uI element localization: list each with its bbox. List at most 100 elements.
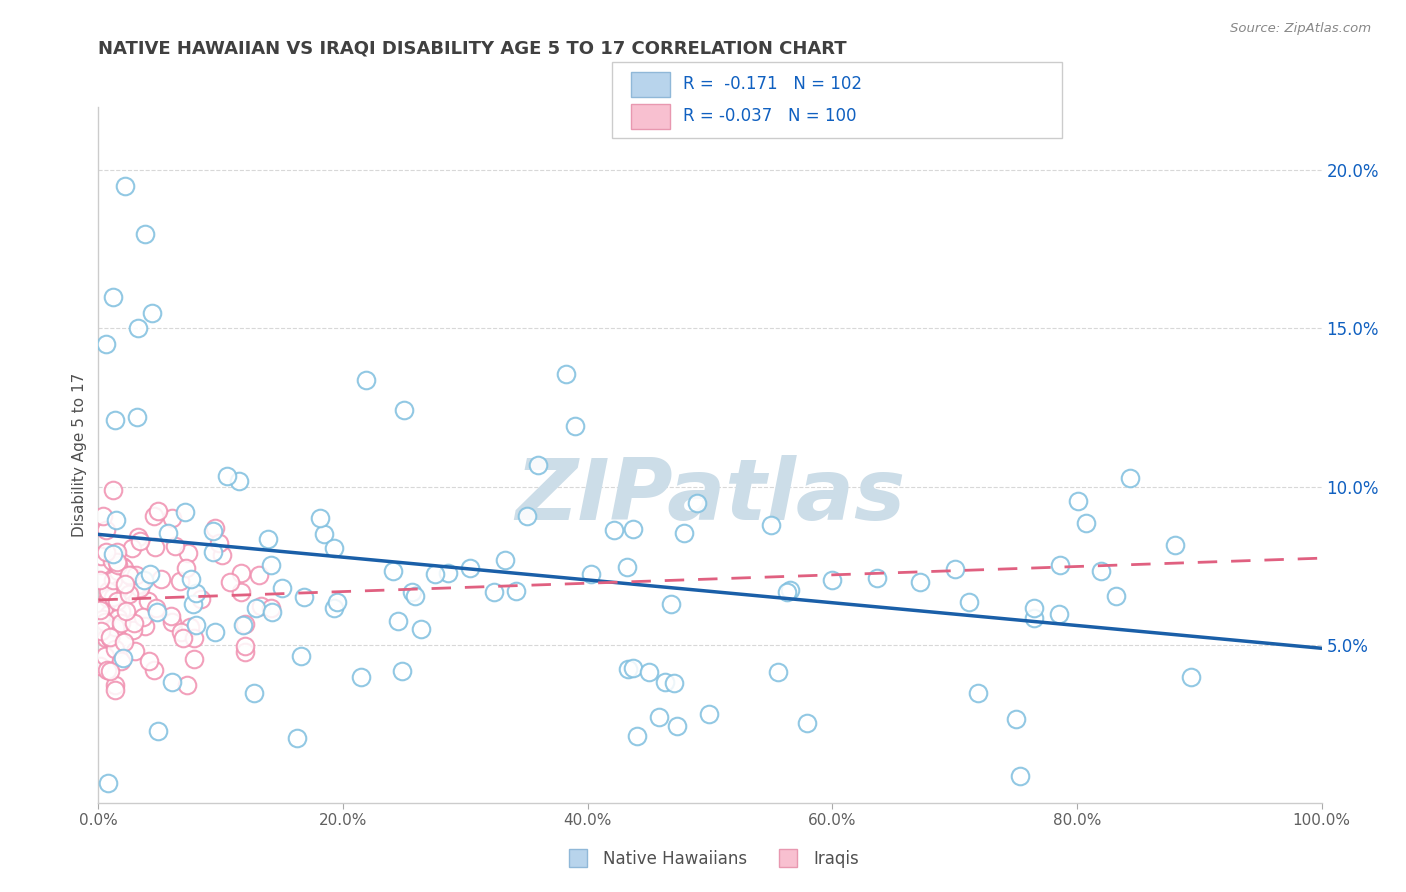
Point bbox=[132, 574, 155, 588]
Point bbox=[516, 508, 538, 523]
Point bbox=[101, 547, 124, 561]
Point bbox=[616, 560, 638, 574]
Point bbox=[181, 597, 204, 611]
Point bbox=[966, 685, 988, 699]
Point bbox=[143, 508, 166, 523]
Point bbox=[1008, 768, 1031, 782]
Point bbox=[179, 619, 201, 633]
Point bbox=[180, 572, 202, 586]
Point bbox=[260, 558, 283, 572]
Point bbox=[323, 541, 346, 556]
Point bbox=[94, 545, 117, 559]
Point bbox=[114, 179, 136, 194]
Point bbox=[110, 654, 132, 668]
Bar bbox=[631, 103, 669, 129]
Point bbox=[186, 618, 208, 632]
Point bbox=[115, 604, 138, 618]
Point bbox=[638, 665, 661, 680]
Point bbox=[312, 527, 335, 541]
Point bbox=[138, 654, 160, 668]
Point bbox=[118, 587, 141, 601]
Point bbox=[97, 584, 120, 599]
Point bbox=[564, 418, 586, 433]
Point bbox=[232, 618, 254, 632]
Point bbox=[228, 475, 250, 489]
Point bbox=[617, 662, 640, 676]
Point bbox=[141, 305, 163, 319]
Point bbox=[411, 622, 433, 636]
Point bbox=[190, 592, 212, 607]
Y-axis label: Disability Age 5 to 17: Disability Age 5 to 17 bbox=[72, 373, 87, 537]
Point bbox=[103, 413, 125, 427]
Point bbox=[111, 650, 134, 665]
Point bbox=[460, 561, 482, 575]
Point bbox=[796, 716, 818, 731]
Point bbox=[98, 665, 121, 679]
Point bbox=[93, 615, 115, 629]
Point bbox=[527, 458, 550, 473]
Point bbox=[1067, 494, 1090, 508]
Point bbox=[90, 624, 112, 638]
Point bbox=[172, 631, 194, 645]
Point bbox=[761, 518, 783, 533]
Point bbox=[505, 583, 527, 598]
Point bbox=[112, 635, 135, 649]
Point bbox=[96, 663, 118, 677]
Point bbox=[132, 610, 155, 624]
Point bbox=[134, 619, 156, 633]
Point bbox=[326, 595, 349, 609]
Point bbox=[94, 632, 117, 646]
Point bbox=[208, 535, 231, 549]
Text: R = -0.037   N = 100: R = -0.037 N = 100 bbox=[683, 107, 856, 126]
Point bbox=[101, 574, 124, 588]
Point bbox=[160, 615, 183, 629]
Point bbox=[659, 597, 682, 611]
Point bbox=[146, 724, 169, 739]
Point bbox=[697, 707, 720, 722]
Point bbox=[122, 615, 145, 630]
Point bbox=[215, 468, 238, 483]
Point bbox=[204, 624, 226, 639]
Point bbox=[647, 710, 669, 724]
Point bbox=[107, 555, 129, 569]
Point bbox=[183, 632, 205, 646]
Point bbox=[1049, 558, 1071, 572]
Point bbox=[127, 578, 149, 592]
Point bbox=[1119, 471, 1142, 485]
Point bbox=[243, 686, 266, 700]
Point bbox=[128, 534, 150, 549]
Point bbox=[125, 567, 148, 582]
Point bbox=[821, 573, 844, 587]
Point bbox=[111, 583, 134, 598]
Point bbox=[94, 648, 117, 663]
Point bbox=[673, 525, 696, 540]
Point bbox=[127, 321, 149, 335]
Point bbox=[145, 601, 167, 615]
Point bbox=[260, 606, 283, 620]
Point bbox=[908, 575, 931, 590]
Point bbox=[322, 601, 344, 615]
Legend: Native Hawaiians, Iraqis: Native Hawaiians, Iraqis bbox=[554, 843, 866, 874]
Point bbox=[260, 601, 283, 615]
Point bbox=[150, 572, 173, 586]
Point bbox=[112, 560, 135, 574]
Point bbox=[101, 483, 124, 498]
Point bbox=[118, 568, 141, 582]
Point bbox=[114, 576, 136, 591]
Point bbox=[219, 575, 242, 590]
Point bbox=[101, 621, 124, 635]
Point bbox=[163, 540, 186, 554]
Point bbox=[89, 573, 111, 587]
Point bbox=[231, 584, 253, 599]
Point bbox=[626, 729, 648, 743]
Point bbox=[654, 674, 676, 689]
Point bbox=[122, 623, 145, 637]
Point bbox=[482, 585, 505, 599]
Point bbox=[134, 227, 156, 241]
Point bbox=[233, 639, 256, 653]
Point bbox=[494, 553, 516, 567]
Point bbox=[1090, 564, 1112, 578]
Point bbox=[142, 663, 165, 677]
Point bbox=[174, 561, 197, 575]
Point bbox=[1164, 538, 1187, 552]
